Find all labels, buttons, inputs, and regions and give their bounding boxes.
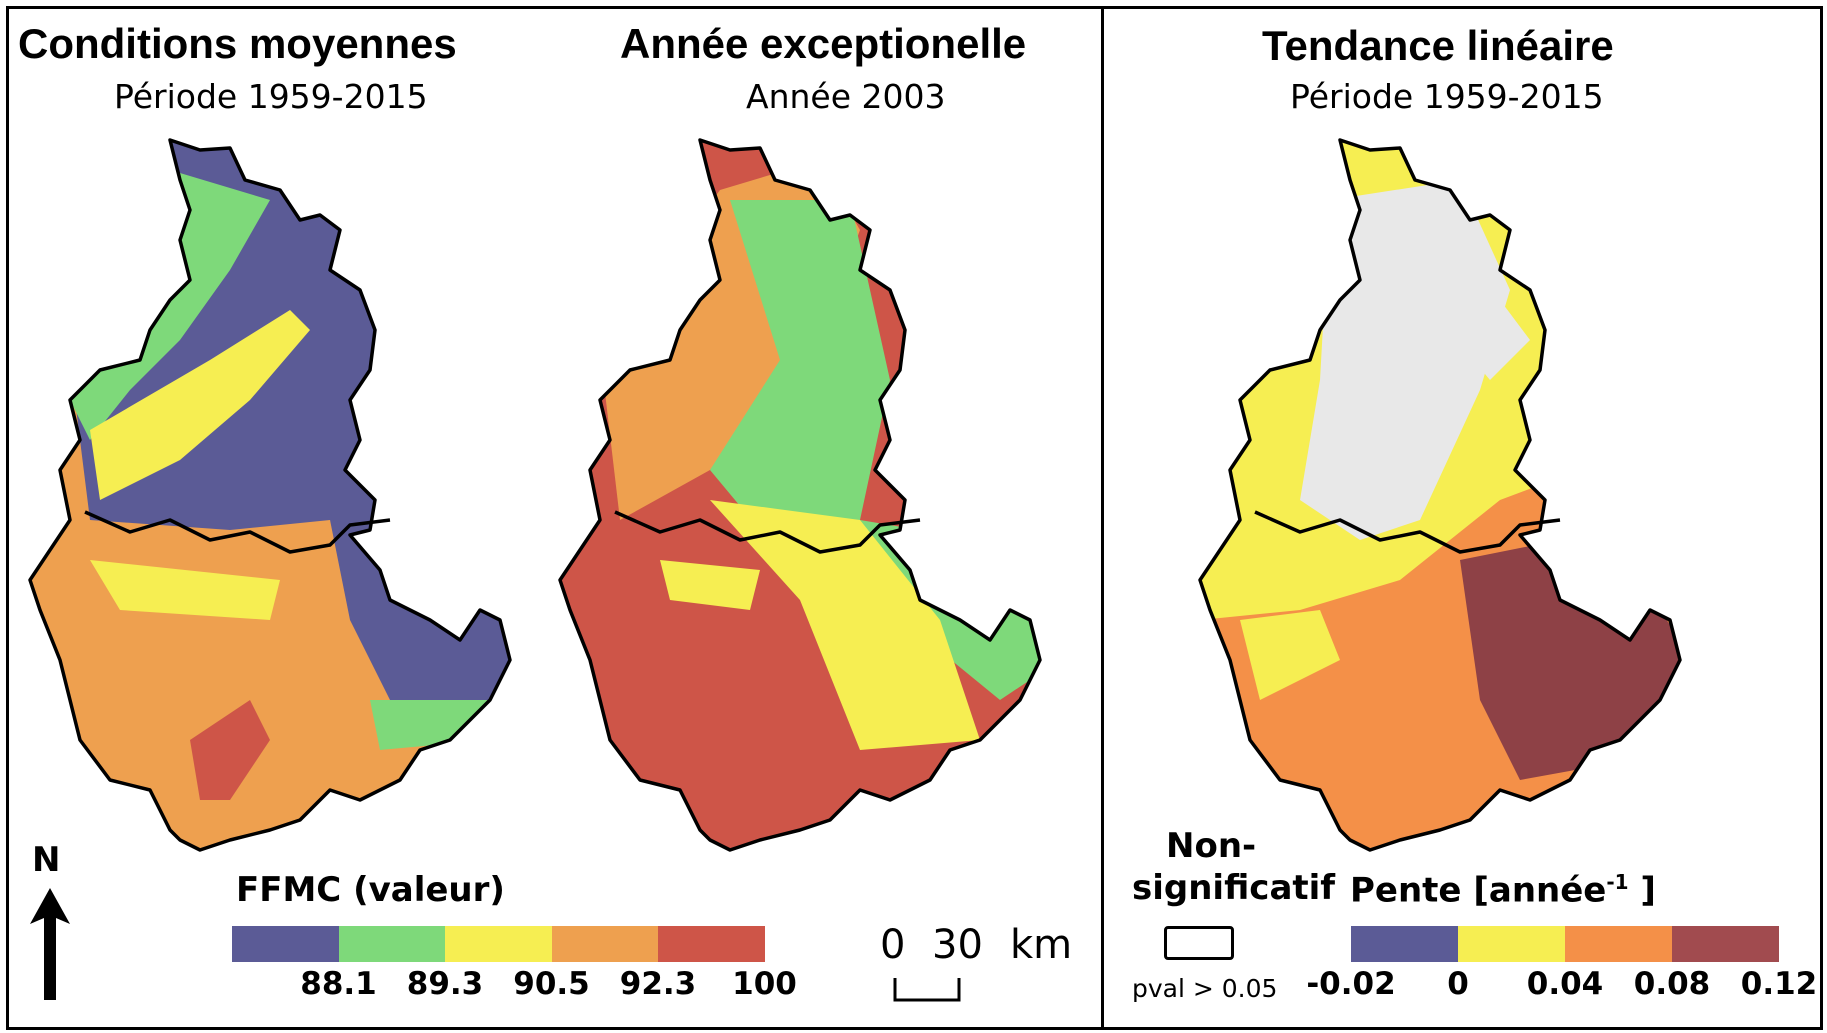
north-label: N [32, 840, 61, 880]
right-panel-frame [1101, 6, 1823, 1030]
exceptional-title: Année exceptionelle [620, 20, 1027, 67]
ffmc-legend-title: FFMC (valeur) [236, 870, 505, 910]
ffmc-break-0: 88.1 [300, 966, 377, 1002]
ffmc-swatch-4 [658, 926, 765, 962]
scale-start: 0 [880, 922, 906, 968]
slope-swatch-1 [1458, 926, 1565, 962]
ffmc-break-4: 100 [732, 966, 797, 1002]
nonsig-title-line1: Non- [1166, 826, 1257, 866]
ffmc-swatch-2 [445, 926, 552, 962]
nonsig-title-line2: significatif [1132, 868, 1336, 908]
nonsig-note: pval > 0.05 [1132, 974, 1278, 1003]
slope-title-sup: -1 [1606, 870, 1629, 894]
north-arrow-icon [30, 888, 70, 1000]
scale-unit: km [1010, 922, 1073, 968]
slope-break-0: -0.02 [1306, 966, 1396, 1002]
map-mean-conditions [28, 138, 512, 852]
nonsig-swatch [1164, 926, 1234, 960]
ffmc-break-1: 89.3 [406, 966, 484, 1002]
slope-break-1: 0 [1447, 966, 1469, 1002]
slope-swatch-3 [1672, 926, 1779, 962]
slope-break-3: 0.08 [1633, 966, 1711, 1002]
slope-title-end: ] [1628, 870, 1656, 911]
map-linear-trend [1198, 138, 1682, 852]
slope-legend-title: Pente [année-1 ] [1350, 870, 1656, 910]
ffmc-swatch-3 [551, 926, 658, 962]
trend-subtitle: Période 1959-2015 [1290, 77, 1604, 116]
slope-break-4: 0.12 [1740, 966, 1818, 1002]
ffmc-swatch-1 [338, 926, 445, 962]
ffmc-swatch-0 [232, 926, 339, 962]
slope-swatch-2 [1565, 926, 1672, 962]
mean-subtitle: Période 1959-2015 [114, 77, 428, 116]
slope-break-2: 0.04 [1526, 966, 1604, 1002]
trend-title: Tendance linéaire [1262, 22, 1614, 69]
slope-title-main: Pente [année [1350, 870, 1607, 911]
slope-swatch-0 [1351, 926, 1458, 962]
exceptional-subtitle: Année 2003 [746, 77, 946, 116]
trend-fill [1200, 140, 1680, 850]
ffmc-break-2: 90.5 [513, 966, 590, 1002]
scale-bar-icon [893, 978, 961, 1002]
ffmc-break-3: 92.3 [619, 966, 697, 1002]
scale-end: 30 [932, 922, 983, 968]
mean-title: Conditions moyennes [18, 20, 457, 67]
mean-fill [30, 140, 510, 850]
exceptional-fill [560, 140, 1040, 850]
map-exceptional-year [558, 138, 1042, 852]
